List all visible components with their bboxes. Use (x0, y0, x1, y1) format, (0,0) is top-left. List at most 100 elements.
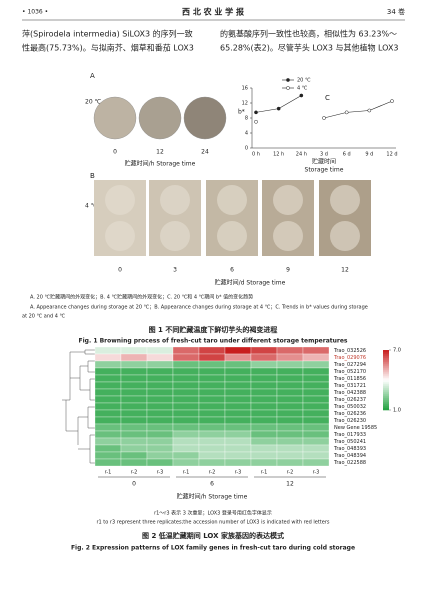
axis-label: 贮藏时间/d Storage time (215, 279, 286, 287)
heatmap-cell (224, 458, 252, 467)
heatmap-cell (302, 416, 330, 425)
dendrogram (62, 349, 95, 464)
x-axis-label: 贮藏时间/h Storage time (177, 493, 248, 501)
heatmap-cell (302, 444, 330, 453)
column-label: r-3 (235, 470, 242, 476)
body-line: 萍(Spirodela intermedia) SiLOX3 的序列一致 (22, 29, 193, 39)
heatmap-cell (224, 430, 252, 439)
heatmap-cell (94, 395, 122, 404)
heatmap-cell (146, 437, 174, 446)
heatmap-cell (146, 416, 174, 425)
heatmap-cell (146, 444, 174, 453)
heatmap-cell (94, 416, 122, 425)
colorbar-segment (383, 400, 389, 403)
heatmap-cell (146, 381, 174, 390)
colorbar-segment (383, 368, 389, 371)
heatmap-cell (250, 374, 278, 383)
data-point (299, 93, 304, 98)
heatmap-cell (146, 388, 174, 397)
gene-label: Trao_052170 (333, 369, 366, 375)
data-point (367, 108, 372, 113)
figure-title: Fig. 2 Expression patterns of LOX family… (71, 545, 355, 552)
axis-label: 贮藏时间/h Storage time (125, 160, 196, 168)
heatmap-cell (198, 437, 226, 446)
gene-label: Trao_027294 (333, 362, 366, 368)
heatmap-cell (120, 451, 148, 460)
heatmap-cell (146, 402, 174, 411)
body-line: 性最高(75.73%)。与拟南芥、烟草和番茄 LOX3 (22, 43, 194, 53)
legend-marker (286, 86, 290, 90)
colorbar-segment (383, 404, 389, 407)
heatmap-cell (146, 353, 174, 362)
heatmap-cell (198, 374, 226, 383)
heatmap-cell (120, 458, 148, 467)
heatmap-cell (198, 402, 226, 411)
x-tick-label: 6 d (343, 152, 351, 158)
heatmap-cell (250, 353, 278, 362)
heatmap-cell (146, 360, 174, 369)
gene-label: New Gene 19585 (334, 425, 377, 431)
heatmap-cell (224, 402, 252, 411)
heatmap-cell (276, 451, 304, 460)
colorbar-segment (383, 394, 389, 397)
time-label: 0 (113, 149, 117, 156)
heatmap-cell (146, 430, 174, 439)
taro-slice-photo (105, 221, 135, 251)
heatmap-cell (120, 430, 148, 439)
x-tick-label: 3 d (320, 152, 328, 158)
heatmap-cell (146, 409, 174, 418)
colorbar-segment (383, 358, 389, 361)
time-label: 6 (230, 267, 234, 274)
heatmap-cell (276, 360, 304, 369)
column-label: r-1 (105, 470, 112, 476)
heatmap-cell (276, 381, 304, 390)
journal-name: 西 北 农 业 学 报 (182, 7, 244, 17)
group-label: 0 (132, 481, 136, 488)
heatmap-cell (224, 409, 252, 418)
heatmap-cell (276, 444, 304, 453)
colorbar-segment (383, 388, 389, 391)
taro-slice-photo (105, 185, 135, 215)
heatmap-cell (198, 444, 226, 453)
heatmap-cell (146, 451, 174, 460)
body-line: 的氨基酸序列一致性也较高，相似性为 63.23%～ (220, 29, 397, 39)
heatmap-cell (120, 346, 148, 355)
colorbar-segment (383, 396, 389, 399)
heatmap-cell (302, 451, 330, 460)
heatmap-cell (250, 388, 278, 397)
heatmap-cell (276, 409, 304, 418)
heatmap-cell (146, 374, 174, 383)
heatmap-cell (120, 374, 148, 383)
heatmap-cell (224, 374, 252, 383)
figure-title: 图 1 不同贮藏温度下鲜切芋头的褐变进程 (149, 325, 278, 334)
heatmap-cell (302, 360, 330, 369)
heatmap-cell (94, 360, 122, 369)
heatmap-cell (172, 388, 200, 397)
page-number: • 1036 • (22, 9, 48, 16)
heatmap-cell (224, 353, 252, 362)
x-axis-label: 贮藏时间 (312, 158, 336, 166)
heatmap-cell (224, 360, 252, 369)
colorbar-segment (383, 386, 389, 389)
colorbar-segment (383, 374, 389, 377)
heatmap-cell (302, 409, 330, 418)
colorbar-label: 7.0 (393, 348, 401, 354)
figure-note: A. Appearance changes during storage at … (30, 305, 368, 311)
heatmap-cell (276, 430, 304, 439)
y-tick-label: 4 (245, 131, 248, 137)
heatmap-cell (276, 374, 304, 383)
taro-slice-photo (160, 221, 190, 251)
heatmap-cell (94, 367, 122, 376)
heatmap-cell (276, 402, 304, 411)
x-tick-label: 12 h (273, 152, 284, 158)
figure-title: Fig. 1 Browning process of fresh-cut tar… (79, 338, 348, 345)
x-tick-label: 9 d (365, 152, 373, 158)
heatmap-cell (94, 423, 122, 432)
heatmap-cell (172, 430, 200, 439)
series-line (323, 100, 393, 119)
gene-label: Trao_026230 (333, 418, 366, 424)
heatmap-cell (146, 346, 174, 355)
heatmap-cell (198, 353, 226, 362)
column-label: r-1 (261, 470, 268, 476)
